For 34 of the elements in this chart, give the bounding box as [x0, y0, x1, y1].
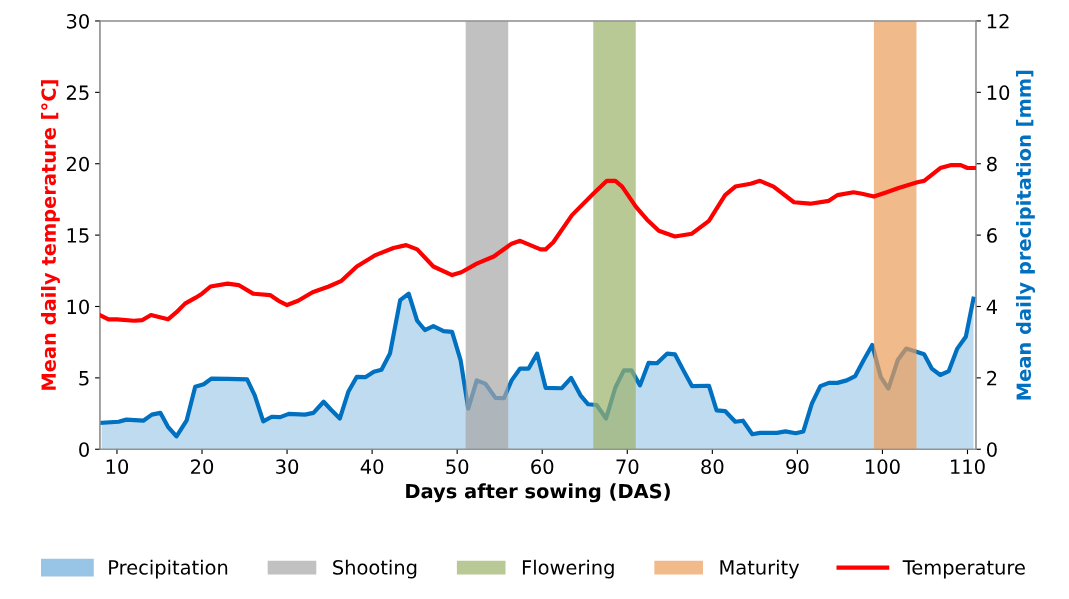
x-tick-label: 110	[951, 459, 985, 475]
y-tick-label: 0	[79, 442, 89, 457]
x-tick-label: 80	[701, 459, 724, 475]
x-tick-label: 70	[616, 459, 639, 475]
x-tick-label: 10	[106, 459, 129, 475]
y-axis-title: Mean daily temperature [°C]	[40, 80, 60, 390]
y2-tick-label: 8	[987, 156, 997, 172]
legend-label: Shooting	[333, 559, 417, 579]
y-tick-label: 5	[79, 371, 89, 386]
y-tick-label: 20	[66, 156, 89, 172]
y2-tick-label: 6	[987, 228, 997, 243]
x-tick-label: 60	[531, 459, 554, 475]
x-tick-label: 90	[786, 459, 809, 475]
x-tick-label: 30	[276, 459, 299, 475]
y2-tick-label: 10	[987, 85, 1010, 101]
y2-tick-label: 2	[987, 370, 997, 386]
legend-label: Precipitation	[109, 559, 228, 579]
y2-axis-title: Mean daily precipitation [mm]	[1016, 70, 1035, 400]
y2-tick-label: 0	[987, 442, 997, 457]
y-tick-label: 25	[66, 85, 89, 101]
legend-label: Maturity	[720, 559, 800, 579]
legend-label: Flowering	[522, 559, 614, 579]
y2-tick-label: 4	[986, 299, 997, 314]
x-tick-label: 50	[446, 459, 469, 475]
line-series	[99, 163, 976, 323]
y-tick-label: 15	[67, 228, 89, 243]
y-tick-label: 10	[67, 299, 89, 315]
legend-label: Temperature	[902, 560, 1025, 579]
y-tick-label: 30	[66, 13, 89, 29]
x-tick-label: 40	[360, 459, 384, 475]
x-axis-title: Days after sowing (DAS)	[406, 483, 670, 503]
x-tick-label: 20	[191, 459, 214, 475]
x-tick-label: 100	[866, 459, 900, 475]
y2-tick-label: 12	[987, 13, 1009, 29]
